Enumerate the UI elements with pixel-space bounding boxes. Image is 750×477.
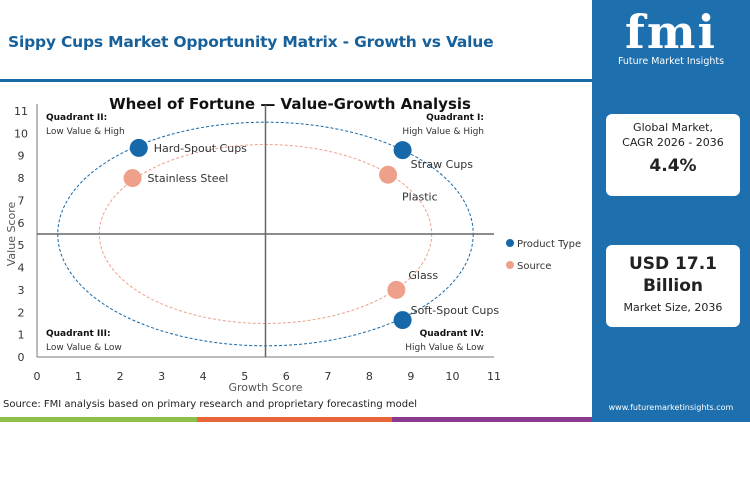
quadrant-desc: Low Value & High	[46, 127, 125, 137]
sidebar: fmi Future Market Insights Global Market…	[592, 0, 750, 422]
y-axis-label: Value Score	[5, 202, 18, 267]
data-point-label: Plastic	[402, 191, 438, 204]
y-tick-label: 4	[18, 262, 25, 275]
chart-title: Wheel of Fortune — Value-Growth Analysis	[109, 95, 471, 113]
data-point	[123, 169, 142, 188]
size-label: Market Size, 2036	[623, 301, 723, 314]
y-tick-label: 0	[18, 351, 25, 364]
data-point-label: Soft-Spout Cups	[411, 304, 500, 317]
footer-bar-purple	[392, 417, 592, 422]
x-axis-label: Growth Score	[228, 381, 302, 394]
page-title: Sippy Cups Market Opportunity Matrix - G…	[8, 33, 494, 51]
data-point	[129, 138, 148, 157]
x-tick-label: 5	[241, 370, 248, 383]
x-tick-label: 2	[117, 370, 124, 383]
scatter-chart: Wheel of Fortune — Value-Growth Analysis…	[5, 95, 581, 394]
y-tick-label: 9	[18, 150, 25, 163]
data-point-label: Hard-Spout Cups	[154, 142, 247, 155]
footer-bar-orange	[197, 417, 392, 422]
cagr-card: Global Market, CAGR 2026 - 2036 4.4%	[606, 114, 740, 196]
y-tick-label: 6	[18, 217, 25, 230]
logo-subtitle: Future Market Insights	[617, 56, 725, 67]
quadrant-desc: High Value & Low	[405, 343, 484, 353]
quadrant-name: Quadrant I:	[426, 113, 484, 123]
y-tick-label: 5	[18, 239, 25, 252]
data-point-label: Stainless Steel	[148, 172, 229, 185]
data-point	[387, 280, 406, 299]
fmi-logo: fmi Future Market Insights	[592, 6, 750, 67]
cagr-value: 4.4%	[649, 156, 697, 176]
quadrant-name: Quadrant II:	[46, 113, 107, 123]
footer-bar-green	[0, 417, 197, 422]
legend-label: Source	[517, 261, 551, 272]
y-tick-label: 3	[18, 284, 25, 297]
logo-mark: fmi	[625, 5, 717, 59]
y-tick-label: 1	[18, 329, 25, 342]
legend-marker	[506, 261, 514, 269]
data-point	[393, 311, 412, 330]
x-tick-label: 3	[158, 370, 165, 383]
source-note: Source: FMI analysis based on primary re…	[3, 399, 418, 410]
x-tick-label: 7	[324, 370, 331, 383]
data-point	[379, 165, 398, 184]
x-tick-label: 10	[445, 370, 459, 383]
cagr-label-2: CAGR 2026 - 2036	[622, 136, 724, 149]
x-tick-label: 9	[407, 370, 414, 383]
quadrant-name: Quadrant III:	[46, 329, 111, 339]
y-tick-label: 7	[18, 194, 25, 207]
data-point-label: Straw Cups	[411, 158, 474, 171]
x-tick-label: 11	[487, 370, 501, 383]
x-tick-label: 1	[75, 370, 82, 383]
x-tick-label: 4	[200, 370, 207, 383]
website-link[interactable]: www.futuremarketinsights.com	[608, 403, 734, 412]
data-point	[393, 141, 412, 160]
quadrant-name: Quadrant IV:	[420, 329, 484, 339]
legend-marker	[506, 239, 514, 247]
data-point-label: Glass	[408, 269, 438, 282]
quadrant-desc: Low Value & Low	[46, 343, 122, 353]
size-value-2: Billion	[642, 276, 704, 296]
x-tick-label: 6	[283, 370, 290, 383]
legend-label: Product Type	[517, 239, 581, 250]
y-tick-label: 2	[18, 306, 25, 319]
size-value-1: USD 17.1	[628, 254, 718, 274]
y-tick-label: 8	[18, 172, 25, 185]
y-tick-label: 11	[14, 105, 28, 118]
market-size-card: USD 17.1 Billion Market Size, 2036	[606, 245, 740, 327]
header-divider	[0, 79, 592, 82]
cagr-label-1: Global Market,	[633, 121, 713, 134]
quadrant-desc: High Value & High	[402, 127, 484, 137]
x-tick-label: 0	[34, 370, 41, 383]
x-tick-label: 8	[366, 370, 373, 383]
y-tick-label: 10	[14, 127, 28, 140]
